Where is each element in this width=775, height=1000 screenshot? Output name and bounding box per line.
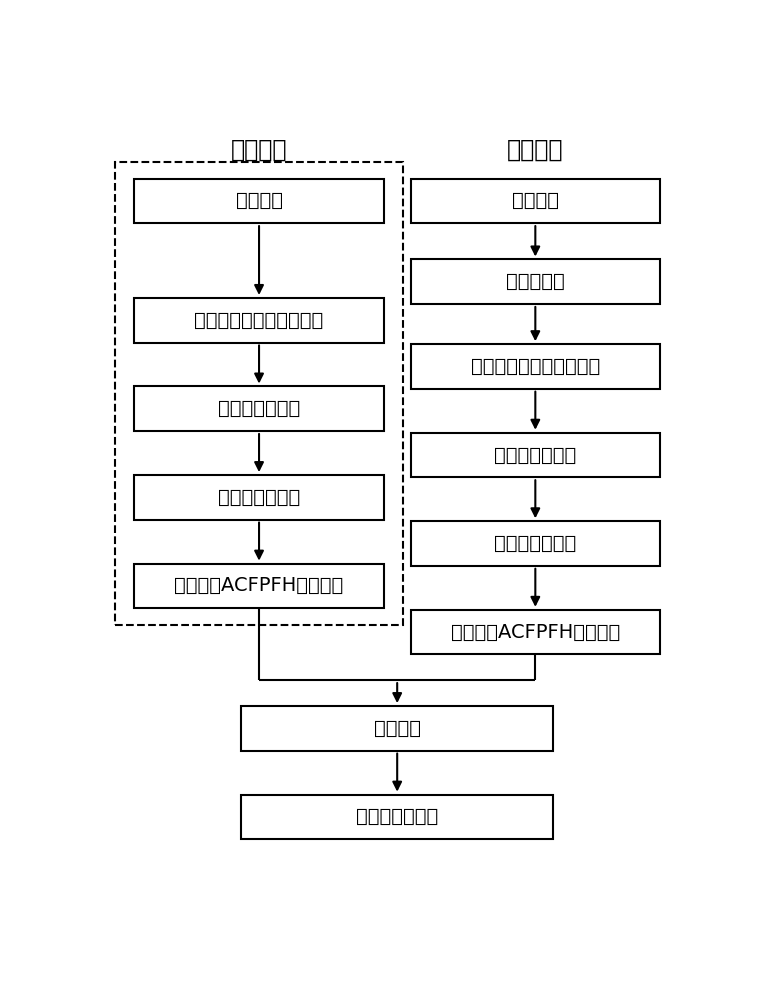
Text: 误匹配点对剔除: 误匹配点对剔除 <box>356 807 439 826</box>
FancyBboxPatch shape <box>411 610 660 654</box>
Text: 模板点云: 模板点云 <box>236 191 283 210</box>
Text: 场景点云关键点: 场景点云关键点 <box>494 534 577 553</box>
Text: 离线部分: 离线部分 <box>231 137 288 161</box>
FancyBboxPatch shape <box>134 386 384 431</box>
Text: 模板点云ACFPFH特征提取: 模板点云ACFPFH特征提取 <box>174 576 343 595</box>
Text: 特征匹配: 特征匹配 <box>374 719 421 738</box>
FancyBboxPatch shape <box>411 259 660 304</box>
FancyBboxPatch shape <box>411 179 660 223</box>
Text: 模板点云法向量: 模板点云法向量 <box>218 399 300 418</box>
FancyBboxPatch shape <box>134 564 384 608</box>
FancyBboxPatch shape <box>411 521 660 566</box>
Text: 模板点云关键点: 模板点云关键点 <box>218 488 300 507</box>
Text: 场景点云自适应最优邻域: 场景点云自适应最优邻域 <box>470 357 600 376</box>
Text: 在线部分: 在线部分 <box>507 137 563 161</box>
Text: 场景点云: 场景点云 <box>512 191 559 210</box>
Text: 场景点云法向量: 场景点云法向量 <box>494 445 577 464</box>
FancyBboxPatch shape <box>241 706 553 751</box>
Text: 模板点云自适应最优邻域: 模板点云自适应最优邻域 <box>195 311 324 330</box>
FancyBboxPatch shape <box>241 795 553 839</box>
Text: 场景点云ACFPFH特征提取: 场景点云ACFPFH特征提取 <box>451 623 620 642</box>
Text: 点云预处理: 点云预处理 <box>506 272 565 291</box>
FancyBboxPatch shape <box>134 179 384 223</box>
FancyBboxPatch shape <box>411 433 660 477</box>
FancyBboxPatch shape <box>134 475 384 520</box>
FancyBboxPatch shape <box>134 298 384 343</box>
FancyBboxPatch shape <box>411 344 660 389</box>
